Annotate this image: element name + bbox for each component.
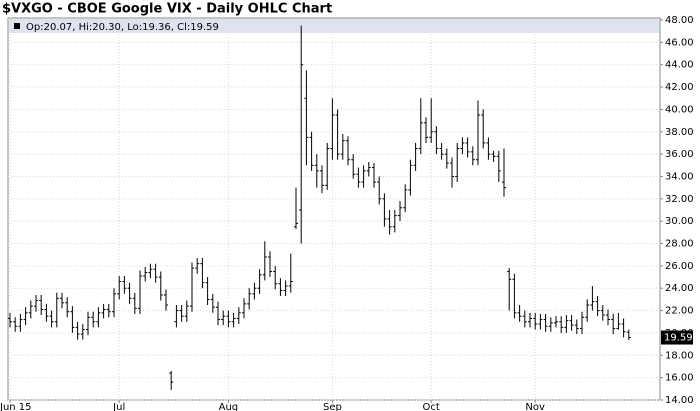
legend-band: [9, 19, 659, 33]
y-tick-label: 48.00: [665, 15, 694, 26]
y-tick-label: 30.00: [665, 216, 694, 227]
y-tick-label: 28.00: [665, 239, 694, 250]
legend-text: Op:20.07, Hi:20.30, Lo:19.36, Cl:19.59: [26, 22, 219, 33]
legend-swatch: [14, 23, 20, 29]
y-tick-label: 38.00: [665, 127, 694, 138]
y-tick-label: 36.00: [665, 149, 694, 160]
x-tick-label: Jul: [112, 402, 125, 411]
chart-title: $VXGO - CBOE Google VIX - Daily OHLC Cha…: [2, 2, 332, 17]
y-tick-label: 18.00: [665, 350, 694, 361]
x-tick-label: Aug: [219, 402, 239, 411]
last-price-box: [661, 330, 693, 345]
y-tick-label: 44.00: [665, 60, 694, 71]
y-tick-label: 14.00: [665, 395, 694, 406]
y-tick-label: 22.00: [665, 306, 694, 317]
last-price-label: 19.59: [664, 333, 693, 344]
y-tick-label: 24.00: [665, 283, 694, 294]
y-tick-label: 32.00: [665, 194, 694, 205]
x-tick-label: Nov: [525, 402, 545, 411]
plot-area: [7, 17, 661, 401]
x-tick-label: Jun 15: [0, 402, 32, 411]
y-tick-label: 26.00: [665, 261, 694, 272]
y-tick-label: 16.00: [665, 373, 694, 384]
x-tick-label: Sep: [323, 402, 342, 411]
y-tick-label: 40.00: [665, 104, 694, 115]
y-tick-label: 34.00: [665, 171, 694, 182]
y-tick-label: 46.00: [665, 37, 694, 48]
y-tick-label: 42.00: [665, 82, 694, 93]
x-tick-label: Oct: [423, 402, 440, 411]
